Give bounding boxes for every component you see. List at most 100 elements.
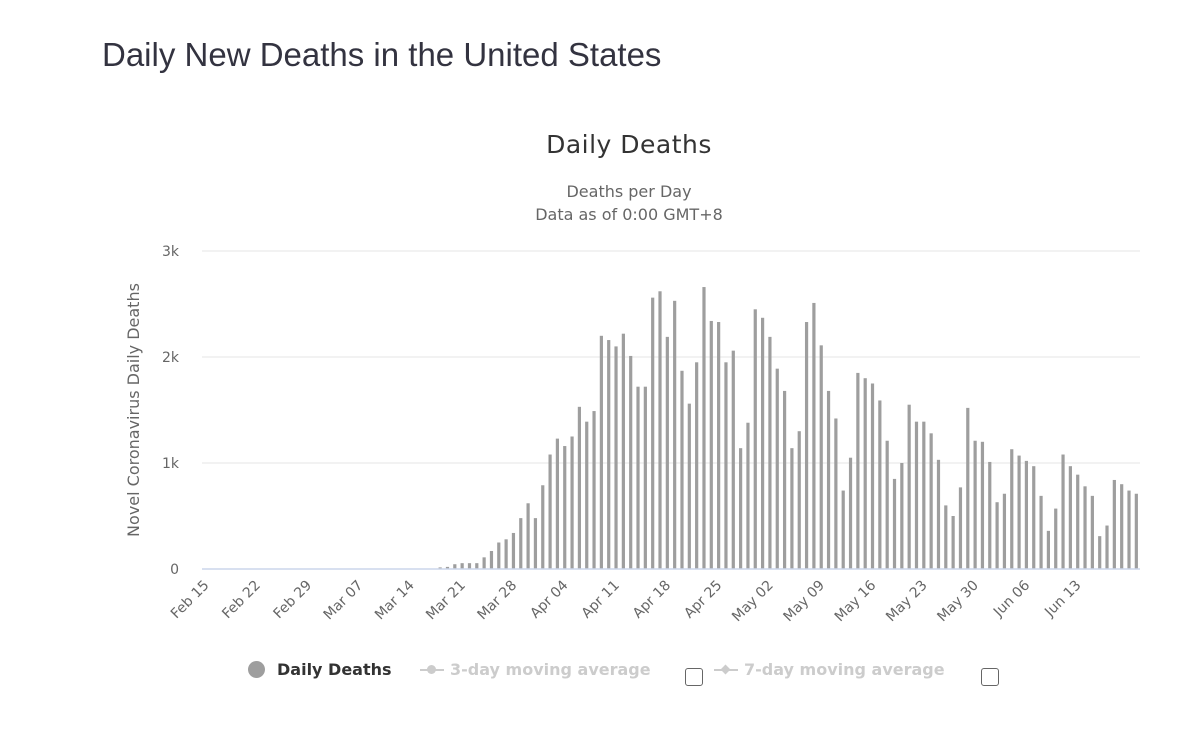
- bar[interactable]: [555, 438, 560, 569]
- bar[interactable]: [1068, 466, 1072, 569]
- bar[interactable]: [944, 505, 948, 569]
- bar[interactable]: [892, 478, 897, 569]
- bar[interactable]: [533, 518, 538, 569]
- bar[interactable]: [702, 287, 706, 569]
- bar[interactable]: [519, 518, 523, 569]
- bar[interactable]: [1046, 530, 1050, 569]
- bar[interactable]: [526, 503, 530, 569]
- bar[interactable]: [1002, 493, 1007, 569]
- legend-item-3-day-average[interactable]: 3-day moving average: [420, 660, 651, 679]
- bar[interactable]: [988, 461, 992, 569]
- bar[interactable]: [548, 454, 552, 569]
- bar[interactable]: [475, 563, 479, 569]
- bar[interactable]: [1112, 479, 1116, 569]
- bar[interactable]: [819, 345, 823, 569]
- checkbox-3-day-average[interactable]: [685, 668, 703, 686]
- bar[interactable]: [489, 550, 494, 569]
- bar[interactable]: [973, 440, 977, 569]
- bar[interactable]: [695, 362, 699, 569]
- bar[interactable]: [753, 309, 757, 569]
- bar[interactable]: [841, 490, 845, 569]
- bar[interactable]: [541, 485, 545, 569]
- bar[interactable]: [497, 542, 501, 570]
- legend-item-daily-deaths[interactable]: Daily Deaths: [248, 660, 392, 679]
- bar[interactable]: [1098, 536, 1102, 569]
- bar[interactable]: [563, 446, 567, 569]
- bar[interactable]: [951, 516, 955, 569]
- bar[interactable]: [709, 320, 713, 569]
- bar[interactable]: [511, 532, 516, 569]
- bar[interactable]: [651, 297, 655, 569]
- bar[interactable]: [570, 436, 574, 570]
- checkbox-7-day-average[interactable]: [981, 668, 999, 686]
- bar[interactable]: [746, 422, 750, 569]
- bar[interactable]: [445, 566, 450, 569]
- bar[interactable]: [438, 567, 442, 569]
- bar[interactable]: [775, 368, 779, 569]
- bar[interactable]: [848, 457, 853, 569]
- bar[interactable]: [724, 362, 728, 569]
- bar[interactable]: [1083, 486, 1087, 569]
- bar[interactable]: [1127, 490, 1131, 569]
- bar[interactable]: [731, 350, 735, 569]
- bar[interactable]: [599, 335, 603, 569]
- bar[interactable]: [1090, 495, 1094, 569]
- bar[interactable]: [1054, 508, 1058, 569]
- bar[interactable]: [856, 372, 860, 569]
- bar[interactable]: [804, 322, 809, 569]
- bar[interactable]: [585, 421, 589, 569]
- bar[interactable]: [936, 459, 941, 569]
- bar[interactable]: [1076, 474, 1080, 569]
- bar[interactable]: [504, 539, 508, 569]
- bar[interactable]: [797, 431, 801, 569]
- bar[interactable]: [812, 302, 816, 569]
- bar[interactable]: [1010, 449, 1014, 569]
- bar[interactable]: [453, 564, 457, 569]
- legend-item-7-day-average[interactable]: 7-day moving average: [714, 660, 945, 679]
- bar[interactable]: [834, 418, 838, 569]
- bar[interactable]: [614, 346, 618, 569]
- bar[interactable]: [629, 355, 633, 569]
- bar[interactable]: [980, 441, 985, 569]
- bar[interactable]: [673, 300, 677, 569]
- bar[interactable]: [658, 291, 662, 569]
- bar[interactable]: [467, 563, 472, 569]
- bar[interactable]: [687, 403, 691, 569]
- bar[interactable]: [900, 463, 904, 569]
- bar[interactable]: [482, 557, 486, 569]
- bar[interactable]: [1061, 454, 1065, 569]
- bar[interactable]: [958, 487, 963, 569]
- bar[interactable]: [885, 440, 889, 569]
- bar[interactable]: [1017, 455, 1021, 569]
- bar[interactable]: [665, 336, 669, 569]
- bar[interactable]: [914, 421, 919, 569]
- bar[interactable]: [717, 322, 721, 569]
- bar[interactable]: [607, 340, 611, 569]
- bar[interactable]: [592, 411, 596, 569]
- bar[interactable]: [761, 317, 765, 569]
- bar[interactable]: [1120, 484, 1124, 569]
- bar[interactable]: [768, 336, 772, 569]
- bar[interactable]: [826, 390, 831, 569]
- bar[interactable]: [966, 407, 970, 569]
- bar[interactable]: [577, 406, 581, 569]
- bar[interactable]: [782, 390, 787, 569]
- bar[interactable]: [460, 563, 464, 569]
- bar[interactable]: [1024, 460, 1029, 569]
- bar[interactable]: [1032, 466, 1036, 569]
- bar[interactable]: [680, 370, 684, 569]
- bar[interactable]: [739, 448, 743, 569]
- bar[interactable]: [878, 400, 882, 569]
- bar[interactable]: [863, 378, 867, 569]
- bar[interactable]: [929, 433, 933, 569]
- bar[interactable]: [907, 404, 911, 569]
- bar[interactable]: [1105, 525, 1109, 569]
- bar[interactable]: [790, 448, 794, 569]
- bar[interactable]: [995, 502, 999, 569]
- bar[interactable]: [636, 386, 640, 569]
- bar[interactable]: [1039, 495, 1043, 569]
- bar[interactable]: [1134, 493, 1138, 569]
- bar[interactable]: [922, 421, 926, 569]
- bar[interactable]: [870, 383, 875, 570]
- bar[interactable]: [621, 333, 625, 569]
